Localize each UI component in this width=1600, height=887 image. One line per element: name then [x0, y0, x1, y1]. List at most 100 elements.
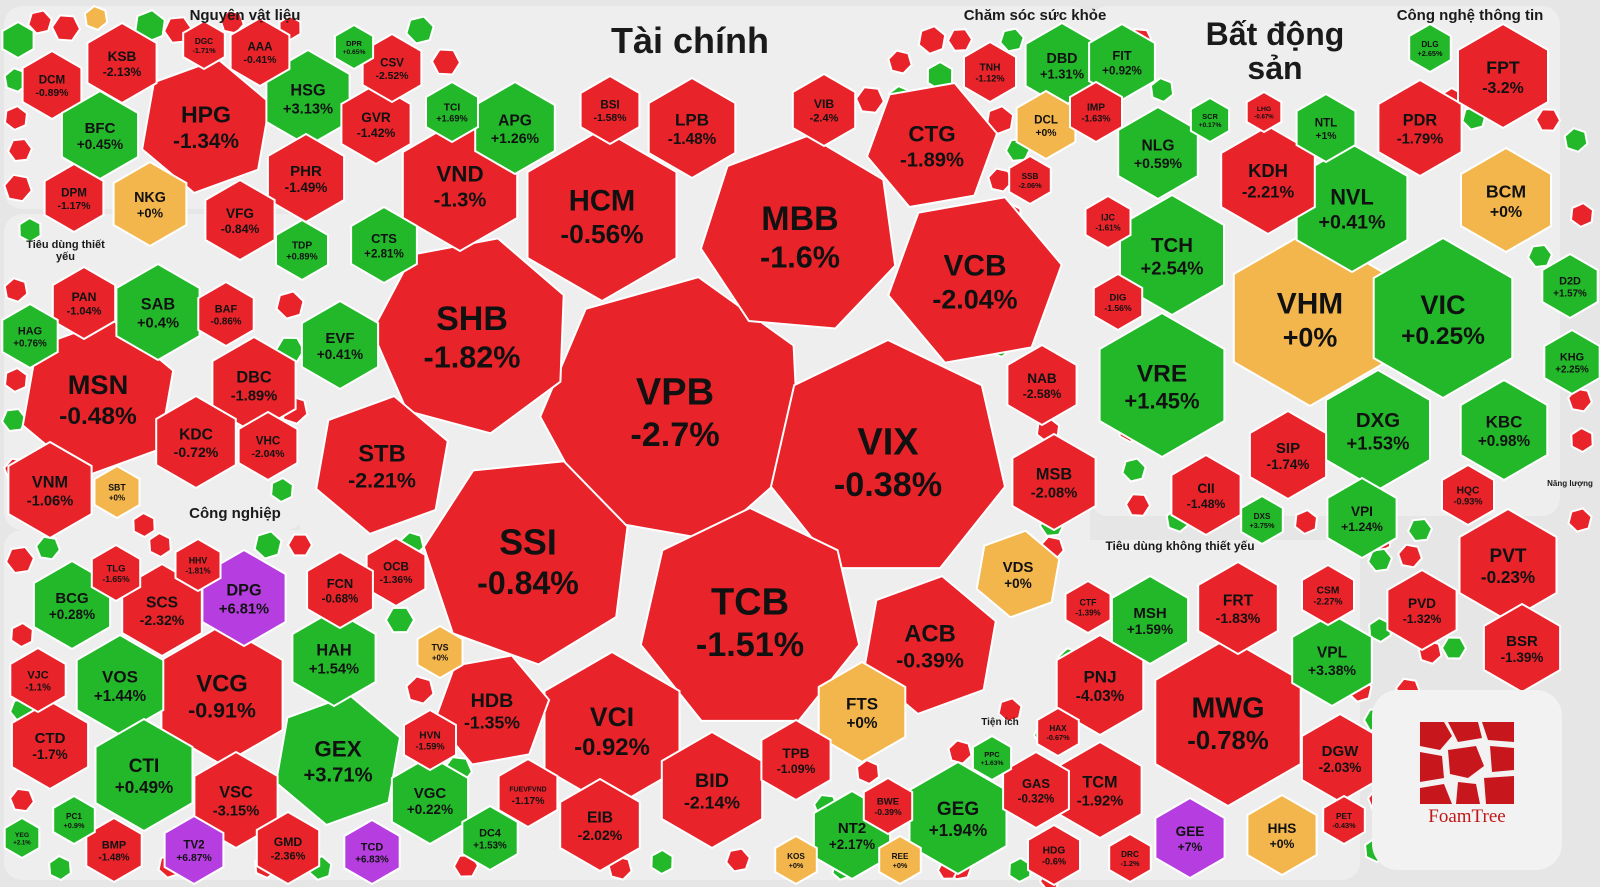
- stock-cell-hcm[interactable]: HCM-0.56%: [526, 127, 678, 303]
- stock-cell-lpb[interactable]: LPB-1.48%: [647, 76, 737, 180]
- stock-cell-dgc[interactable]: DGC-1.71%: [182, 19, 226, 71]
- stock-cell-fcn[interactable]: FCN-0.68%: [306, 550, 374, 630]
- stock-cell-hdg[interactable]: HDG-0.6%: [1027, 823, 1081, 887]
- stock-cell-cts[interactable]: CTS+2.81%: [350, 205, 418, 285]
- stock-cell-tnh[interactable]: TNH-1.12%: [963, 40, 1017, 104]
- stock-cell-tpb[interactable]: TPB-1.09%: [760, 718, 832, 802]
- stock-cell-nkg[interactable]: NKG+0%: [112, 160, 188, 248]
- stock-cell-dc4[interactable]: DC4+1.53%: [461, 804, 519, 872]
- stock-cell-vcb[interactable]: VCB-2.04%: [887, 196, 1063, 364]
- stock-cell-d2d[interactable]: D2D+1.57%: [1541, 252, 1599, 320]
- stock-cell-hhs[interactable]: HHS+0%: [1246, 793, 1318, 877]
- stock-cell-kdh[interactable]: KDH -2.21%: [1220, 124, 1316, 236]
- stock-cell-hhv[interactable]: HHV-1.81%: [174, 537, 222, 593]
- stock-cell-pvd[interactable]: PVD-1.32%: [1386, 568, 1458, 652]
- stock-cell-dxs[interactable]: DXS+3.75%: [1240, 494, 1284, 546]
- stock-cell-hvn[interactable]: HVN-1.59%: [403, 708, 457, 772]
- stock-cell-gvr[interactable]: GVR-1.42%: [340, 82, 412, 166]
- stock-cell-msh[interactable]: MSH+1.59%: [1110, 574, 1190, 666]
- stock-cell-vcg[interactable]: VCG-0.91%: [160, 623, 284, 767]
- stock-cell-vsc[interactable]: VSC -3.15%: [193, 750, 279, 850]
- stock-cell-pan[interactable]: PAN -1.04%: [51, 265, 117, 341]
- stock-cell-tcb[interactable]: TCB-1.51%: [639, 506, 861, 722]
- stock-cell-hqc[interactable]: HQC-0.93%: [1441, 463, 1495, 527]
- stock-cell-vfg[interactable]: VFG-0.84%: [204, 178, 276, 262]
- stock-cell-gas[interactable]: GAS-0.32%: [1002, 750, 1070, 830]
- stock-cell-vix[interactable]: VIX-0.38%: [769, 338, 1007, 570]
- stock-cell-khg[interactable]: KHG+2.25%: [1543, 328, 1600, 396]
- stock-cell-ntl[interactable]: NTL +1%: [1295, 92, 1357, 164]
- stock-cell-stb[interactable]: STB-2.21%: [315, 394, 449, 536]
- stock-cell-drc[interactable]: DRC-1.2%: [1108, 832, 1152, 884]
- stock-cell-pet[interactable]: PET-0.43%: [1322, 794, 1366, 846]
- stock-cell-sbt[interactable]: SBT+0%: [93, 464, 141, 520]
- stock-cell-dlg[interactable]: DLG+2.65%: [1408, 22, 1452, 74]
- stock-cell-kdc[interactable]: KDC-0.72%: [155, 394, 237, 490]
- stock-cell-imp[interactable]: IMP-1.63%: [1069, 80, 1123, 144]
- stock-cell-hdb[interactable]: HDB-1.35%: [433, 654, 551, 766]
- stock-cell-vpi[interactable]: VPI+1.24%: [1326, 476, 1398, 560]
- stock-cell-ctf[interactable]: CTF-1.39%: [1064, 579, 1112, 635]
- stock-cell-pdr[interactable]: PDR -1.79%: [1377, 78, 1463, 178]
- stock-cell-tci[interactable]: TCI+1.69%: [425, 80, 479, 144]
- stock-cell-tvs[interactable]: TVS+0%: [416, 624, 464, 680]
- stock-cell-lhg[interactable]: LHG-0.67%: [1245, 90, 1283, 134]
- stock-cell-vpb[interactable]: VPB-2.7%: [539, 276, 801, 542]
- stock-cell-apg[interactable]: APG+1.26%: [474, 80, 556, 176]
- stock-cell-ocb[interactable]: OCB -1.36%: [365, 536, 427, 608]
- stock-cell-ksb[interactable]: KSB-2.13%: [86, 21, 158, 105]
- stock-cell-dcl[interactable]: DCL +0%: [1015, 89, 1077, 161]
- stock-cell-csm[interactable]: CSM-2.27%: [1301, 563, 1355, 627]
- stock-cell-sip[interactable]: SIP-1.74%: [1248, 409, 1328, 501]
- stock-cell-hah[interactable]: HAH +1.54%: [291, 608, 377, 708]
- stock-cell-evf[interactable]: EVF+0.41%: [300, 299, 380, 391]
- stock-cell-gex[interactable]: GEX+3.71%: [274, 693, 402, 827]
- stock-cell-shb[interactable]: SHB-1.82%: [370, 237, 565, 435]
- stock-cell-nlg[interactable]: NLG+0.59%: [1117, 105, 1199, 201]
- stock-cell-vds[interactable]: VDS+0%: [975, 529, 1061, 619]
- stock-cell-ctd[interactable]: CTD-1.7%: [10, 699, 90, 791]
- stock-cell-dcm[interactable]: DCM -0.89%: [21, 49, 83, 121]
- stock-cell-dig[interactable]: DIG-1.56%: [1092, 272, 1144, 332]
- stock-cell-vnm[interactable]: VNM -1.06%: [7, 440, 93, 540]
- stock-cell-eib[interactable]: EIB-2.02%: [559, 777, 641, 873]
- stock-cell-gmd[interactable]: GMD -2.36%: [255, 810, 321, 886]
- stock-cell-tcd[interactable]: TCD+6.83%: [343, 818, 401, 886]
- stock-cell-tlg[interactable]: TLG-1.65%: [90, 543, 142, 603]
- stock-cell-scs[interactable]: SCS-2.32%: [121, 562, 203, 658]
- stock-cell-dbc[interactable]: DBC -1.89%: [211, 335, 297, 435]
- stock-cell-geg[interactable]: GEG+1.94%: [908, 760, 1008, 876]
- stock-cell-vic[interactable]: VIC +0.25%: [1372, 236, 1514, 400]
- stock-cell-vre[interactable]: VRE+1.45%: [1098, 311, 1226, 459]
- stock-cell-cti[interactable]: CTI+0.49%: [94, 717, 194, 833]
- stock-cell-tch[interactable]: TCH+2.54%: [1119, 193, 1225, 317]
- stock-cell-ree[interactable]: REE+0%: [878, 834, 922, 886]
- stock-cell-pc1[interactable]: PC1+0.9%: [52, 794, 96, 846]
- stock-cell-aaa[interactable]: AAA -0.41%: [229, 16, 291, 88]
- stock-cell-bid[interactable]: BID-2.14%: [660, 730, 764, 850]
- stock-cell-bwe[interactable]: BWE-0.39%: [862, 776, 914, 836]
- stock-cell-ppc[interactable]: PPC+1.63%: [971, 734, 1013, 782]
- stock-cell-nab[interactable]: NAB-2.58%: [1006, 343, 1078, 427]
- stock-cell-scr[interactable]: SCR+0.17%: [1189, 96, 1231, 144]
- stock-cell-mwg[interactable]: MWG-0.78%: [1154, 636, 1302, 808]
- stock-cell-vib[interactable]: VIB -2.4%: [791, 72, 857, 148]
- stock-cell-hag[interactable]: HAG+0.76%: [1, 302, 59, 370]
- stock-cell-vjc[interactable]: VJC-1.1%: [9, 646, 67, 714]
- stock-cell-fuevfvnd[interactable]: FUEVFVND -1.17%: [497, 757, 559, 829]
- stock-cell-sab[interactable]: SAB +0.4%: [115, 262, 201, 362]
- stock-cell-dgw[interactable]: DGW-2.03%: [1300, 712, 1380, 804]
- stock-cell-vos[interactable]: VOS+1.44%: [75, 633, 165, 737]
- stock-cell-cii[interactable]: CII-1.48%: [1170, 453, 1242, 537]
- stock-cell-bsr[interactable]: BSR-1.39%: [1482, 602, 1562, 694]
- stock-cell-ssi[interactable]: SSI-0.84%: [422, 460, 629, 666]
- stock-cell-ijc[interactable]: IJC-1.61%: [1084, 194, 1132, 250]
- stock-cell-baf[interactable]: BAF-0.86%: [197, 280, 255, 348]
- stock-cell-bcm[interactable]: BCM +0%: [1460, 146, 1552, 254]
- stock-cell-vpl[interactable]: VPL+3.38%: [1291, 612, 1373, 708]
- stock-cell-hax[interactable]: HAX-0.67%: [1036, 706, 1080, 758]
- stock-cell-vhc[interactable]: VHC -2.04%: [237, 410, 299, 482]
- stock-cell-vgc[interactable]: VGC+0.22%: [390, 754, 470, 846]
- stock-cell-vci[interactable]: VCI-0.92%: [543, 650, 681, 810]
- stock-cell-fts[interactable]: FTS+0%: [817, 660, 907, 764]
